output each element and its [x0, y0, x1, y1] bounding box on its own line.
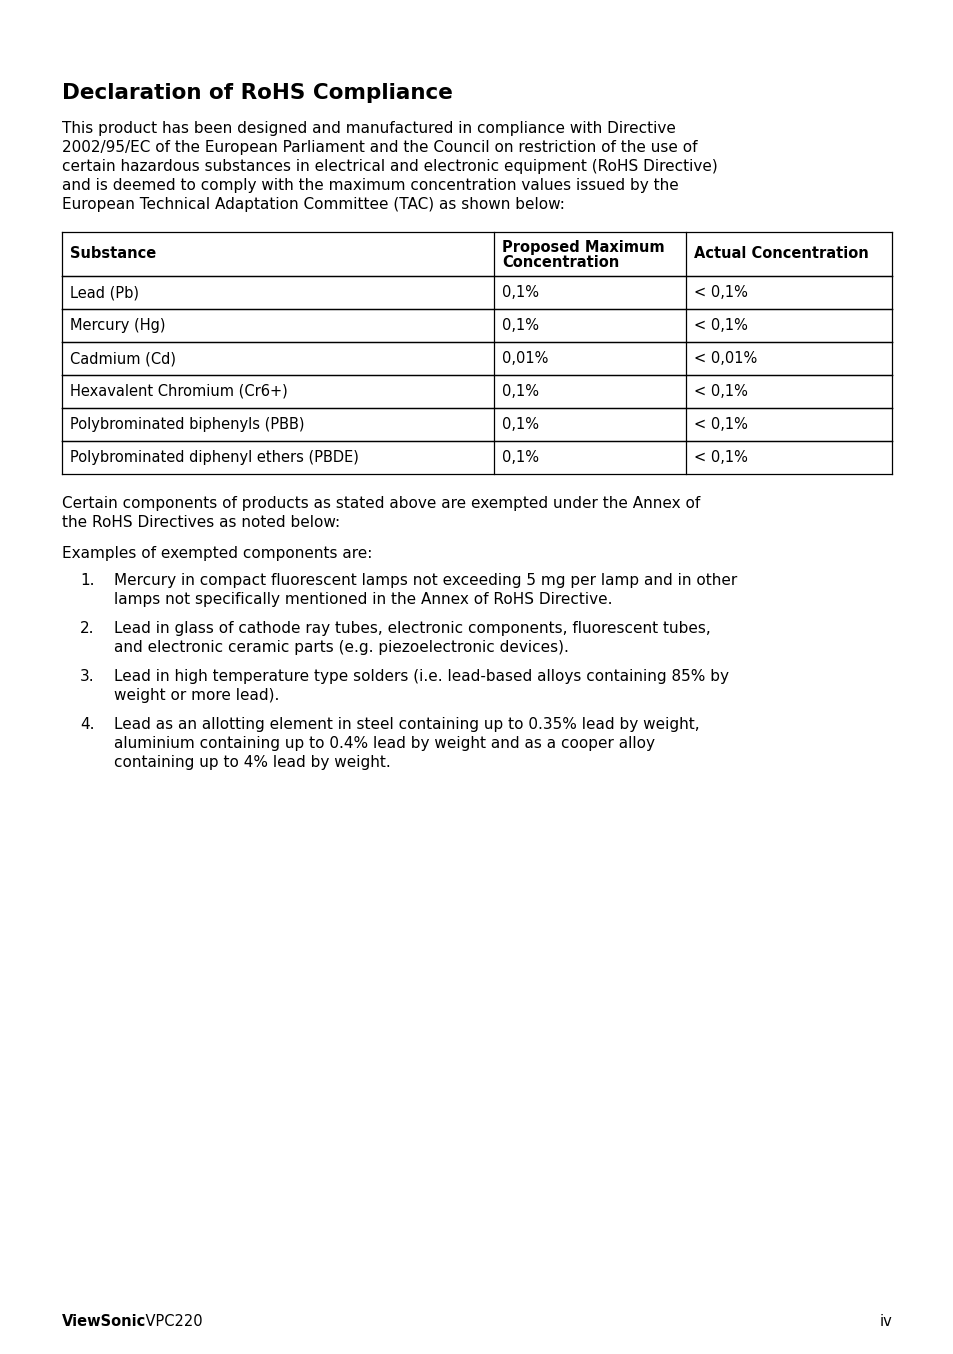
Text: Hexavalent Chromium (Cr6+): Hexavalent Chromium (Cr6+) — [70, 385, 288, 399]
Text: 0,1%: 0,1% — [501, 417, 538, 432]
Text: Cadmium (Cd): Cadmium (Cd) — [70, 351, 175, 366]
Text: the RoHS Directives as noted below:: the RoHS Directives as noted below: — [62, 515, 340, 529]
Text: Declaration of RoHS Compliance: Declaration of RoHS Compliance — [62, 83, 453, 103]
Text: lamps not specifically mentioned in the Annex of RoHS Directive.: lamps not specifically mentioned in the … — [113, 592, 612, 607]
Text: < 0,1%: < 0,1% — [693, 450, 747, 464]
Text: Concentration: Concentration — [501, 255, 618, 269]
Text: Polybrominated biphenyls (PBB): Polybrominated biphenyls (PBB) — [70, 417, 304, 432]
Text: 0,1%: 0,1% — [501, 385, 538, 399]
Text: containing up to 4% lead by weight.: containing up to 4% lead by weight. — [113, 756, 391, 770]
Text: Mercury in compact fluorescent lamps not exceeding 5 mg per lamp and in other: Mercury in compact fluorescent lamps not… — [113, 573, 737, 588]
Text: and electronic ceramic parts (e.g. piezoelectronic devices).: and electronic ceramic parts (e.g. piezo… — [113, 640, 568, 655]
Text: 0,1%: 0,1% — [501, 450, 538, 464]
Text: 3.: 3. — [80, 669, 94, 684]
Text: Certain components of products as stated above are exempted under the Annex of: Certain components of products as stated… — [62, 496, 700, 510]
Text: European Technical Adaptation Committee (TAC) as shown below:: European Technical Adaptation Committee … — [62, 196, 564, 213]
Text: Substance: Substance — [70, 246, 156, 261]
Text: < 0,01%: < 0,01% — [693, 351, 757, 366]
Text: Lead (Pb): Lead (Pb) — [70, 284, 139, 301]
Text: 0,1%: 0,1% — [501, 318, 538, 333]
Text: Lead in high temperature type solders (i.e. lead-based alloys containing 85% by: Lead in high temperature type solders (i… — [113, 669, 728, 684]
Text: < 0,1%: < 0,1% — [693, 318, 747, 333]
Text: < 0,1%: < 0,1% — [693, 284, 747, 301]
Text: < 0,1%: < 0,1% — [693, 385, 747, 399]
Text: iv: iv — [879, 1313, 891, 1330]
Text: Mercury (Hg): Mercury (Hg) — [70, 318, 165, 333]
Text: 4.: 4. — [80, 718, 94, 733]
Text: certain hazardous substances in electrical and electronic equipment (RoHS Direct: certain hazardous substances in electric… — [62, 158, 717, 175]
Text: 0,1%: 0,1% — [501, 284, 538, 301]
Text: ViewSonic: ViewSonic — [62, 1313, 146, 1330]
Text: VPC220: VPC220 — [127, 1313, 202, 1330]
Text: Actual Concentration: Actual Concentration — [693, 246, 868, 261]
Text: aluminium containing up to 0.4% lead by weight and as a cooper alloy: aluminium containing up to 0.4% lead by … — [113, 737, 655, 751]
Text: 1.: 1. — [80, 573, 94, 588]
Text: 2.: 2. — [80, 621, 94, 636]
Text: 2002/95/EC of the European Parliament and the Council on restriction of the use : 2002/95/EC of the European Parliament an… — [62, 139, 697, 154]
Text: and is deemed to comply with the maximum concentration values issued by the: and is deemed to comply with the maximum… — [62, 177, 678, 194]
Text: Proposed Maximum: Proposed Maximum — [501, 240, 664, 255]
Text: Examples of exempted components are:: Examples of exempted components are: — [62, 546, 372, 561]
Text: weight or more lead).: weight or more lead). — [113, 688, 279, 703]
Text: Lead in glass of cathode ray tubes, electronic components, fluorescent tubes,: Lead in glass of cathode ray tubes, elec… — [113, 621, 710, 636]
Text: Polybrominated diphenyl ethers (PBDE): Polybrominated diphenyl ethers (PBDE) — [70, 450, 358, 464]
Text: 0,01%: 0,01% — [501, 351, 548, 366]
Text: < 0,1%: < 0,1% — [693, 417, 747, 432]
Text: This product has been designed and manufactured in compliance with Directive: This product has been designed and manuf… — [62, 121, 675, 135]
Text: Lead as an allotting element in steel containing up to 0.35% lead by weight,: Lead as an allotting element in steel co… — [113, 718, 699, 733]
